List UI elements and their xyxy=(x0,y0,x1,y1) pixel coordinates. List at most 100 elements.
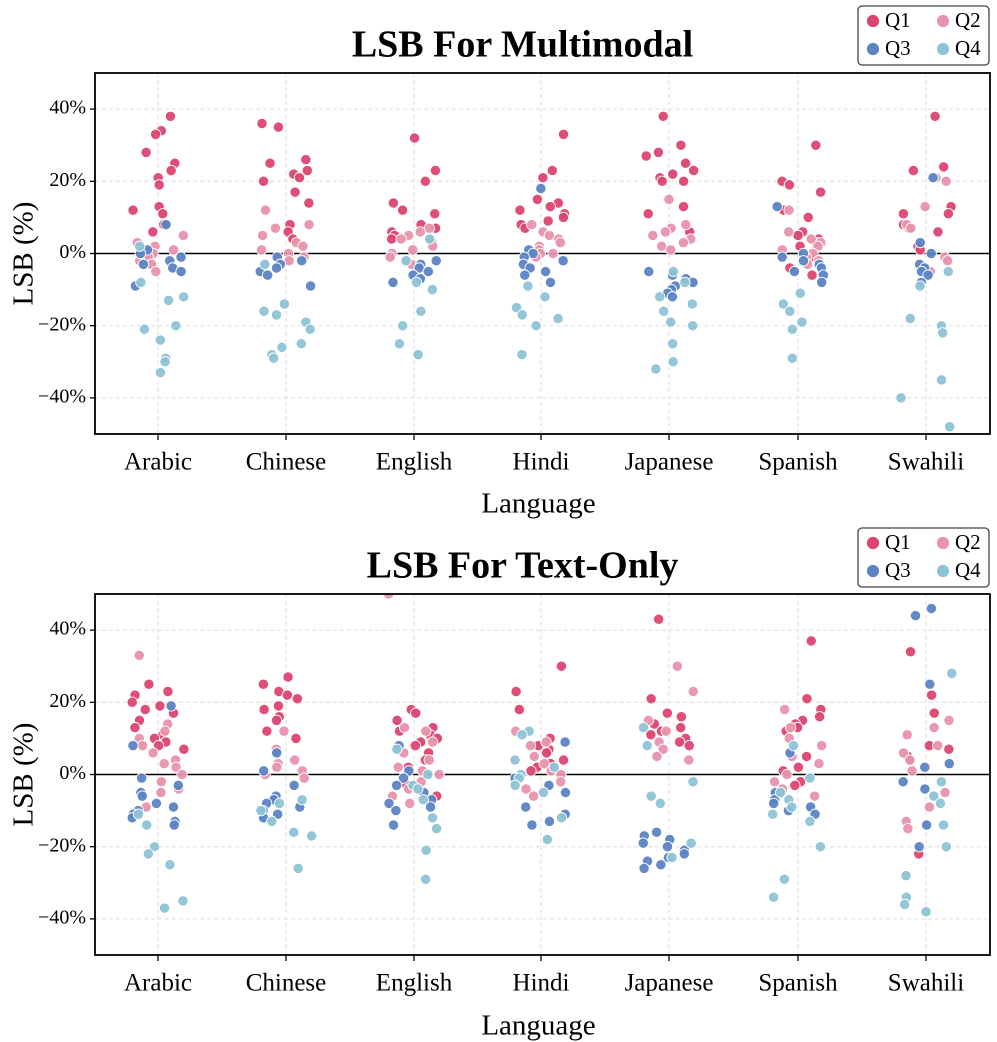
point-q4-hindi xyxy=(509,779,521,791)
point-q1-english xyxy=(409,739,421,752)
point-q1-japanese xyxy=(653,613,665,625)
point-q4-chinese xyxy=(258,305,270,317)
point-q2-swahili xyxy=(940,175,952,187)
point-q1-spanish xyxy=(789,779,801,791)
y-axis-label: LSB (%) xyxy=(8,202,40,306)
point-q2-japanese xyxy=(665,244,677,256)
point-q2-swahili xyxy=(928,721,940,734)
point-q1-arabic xyxy=(127,204,139,216)
point-q1-arabic xyxy=(165,164,177,177)
point-q4-hindi xyxy=(516,309,528,321)
point-q2-hindi xyxy=(555,776,567,788)
point-q3-swahili xyxy=(922,269,934,281)
point-q4-english xyxy=(422,768,434,781)
point-q3-swahili xyxy=(925,602,938,615)
point-q4-chinese xyxy=(292,862,304,875)
point-q1-chinese xyxy=(293,172,306,184)
point-q2-english xyxy=(414,226,426,238)
x-tick-label-arabic: Arabic xyxy=(124,449,192,476)
point-q4-english xyxy=(393,338,406,350)
point-q4-swahili xyxy=(943,421,956,433)
point-q4-english xyxy=(410,276,423,289)
point-q3-arabic xyxy=(127,739,139,752)
point-q4-japanese xyxy=(666,851,678,864)
point-q3-japanese xyxy=(678,848,690,860)
point-q4-japanese xyxy=(666,338,679,350)
point-q3-swahili xyxy=(919,783,931,795)
point-q2-chinese xyxy=(278,725,290,737)
point-q4-arabic xyxy=(132,808,145,820)
point-q4-swahili xyxy=(934,797,947,810)
point-q3-arabic xyxy=(150,797,163,810)
point-q1-spanish xyxy=(810,139,822,151)
point-q2-japanese xyxy=(671,660,684,672)
point-q3-spanish xyxy=(776,251,788,263)
x-tick-label-japanese: Japanese xyxy=(625,449,714,476)
point-q2-japanese xyxy=(657,743,669,755)
point-q4-english xyxy=(417,794,429,806)
chart-panel-2: LSB For Text-Only −40% −20% 0% 20% 40% Arabic C… xyxy=(8,527,991,1042)
point-q3-arabic xyxy=(137,258,150,270)
point-q3-hindi xyxy=(520,801,532,813)
point-q4-arabic xyxy=(148,841,161,853)
point-q2-swahili xyxy=(905,222,917,234)
point-q2-chinese xyxy=(289,754,301,766)
point-q1-japanese xyxy=(673,736,686,748)
point-q2-english xyxy=(384,251,396,263)
point-q2-japanese xyxy=(680,218,692,231)
point-q4-spanish xyxy=(804,815,816,828)
point-q2-arabic xyxy=(136,739,149,752)
point-q3-swahili xyxy=(927,172,939,184)
point-q2-swahili xyxy=(906,765,918,777)
point-q4-english xyxy=(400,255,412,267)
point-q4-hindi xyxy=(537,786,550,799)
point-q4-spanish xyxy=(774,786,787,799)
point-q4-arabic xyxy=(134,240,146,252)
chart-title: LSB For Multimodal xyxy=(352,24,693,66)
point-q4-hindi xyxy=(522,280,534,292)
point-q1-hindi xyxy=(546,164,558,177)
point-q2-arabic xyxy=(167,244,180,256)
point-q2-english xyxy=(404,797,416,810)
point-q2-english xyxy=(420,725,432,737)
point-q4-swahili xyxy=(904,312,916,325)
point-q4-spanish xyxy=(786,801,798,813)
x-tick-label-spanish: Spanish xyxy=(758,449,838,476)
point-q1-english xyxy=(419,175,431,187)
point-q4-hindi xyxy=(548,761,560,773)
point-q4-arabic xyxy=(135,276,147,289)
point-q4-hindi xyxy=(555,812,568,824)
x-tick-label-english: English xyxy=(376,449,453,476)
legend-label-q1: Q1 xyxy=(885,530,911,554)
point-q1-hindi xyxy=(555,660,568,672)
data-points xyxy=(127,110,957,433)
point-q2-chinese xyxy=(298,772,310,784)
legend-label-q2: Q2 xyxy=(955,530,981,554)
point-q2-chinese xyxy=(255,244,268,256)
point-q2-swahili xyxy=(932,739,944,752)
x-tick-label-hindi: Hindi xyxy=(513,449,570,476)
legend-marker-q3 xyxy=(866,42,880,56)
point-q4-spanish xyxy=(794,287,806,299)
point-q2-swahili xyxy=(904,754,916,766)
point-q4-hindi xyxy=(509,754,521,766)
point-q2-chinese xyxy=(303,218,315,231)
point-q2-chinese xyxy=(256,229,269,242)
point-q1-arabic xyxy=(178,743,190,755)
point-q4-english xyxy=(420,844,432,856)
legend-label-q1: Q1 xyxy=(885,8,911,32)
point-q1-japanese xyxy=(645,693,657,705)
point-q1-arabic xyxy=(129,721,141,734)
point-q2-swahili xyxy=(902,823,914,835)
point-q2-japanese xyxy=(687,685,699,698)
point-q1-spanish xyxy=(805,635,817,647)
point-q4-swahili xyxy=(942,265,954,278)
point-q1-hindi xyxy=(514,204,526,216)
point-q1-japanese xyxy=(657,110,669,122)
x-tick-label-chinese: Chinese xyxy=(246,449,327,476)
point-q4-chinese xyxy=(268,352,280,364)
point-q4-swahili xyxy=(935,374,948,386)
point-q1-chinese xyxy=(290,732,302,745)
point-q3-english xyxy=(383,797,395,810)
